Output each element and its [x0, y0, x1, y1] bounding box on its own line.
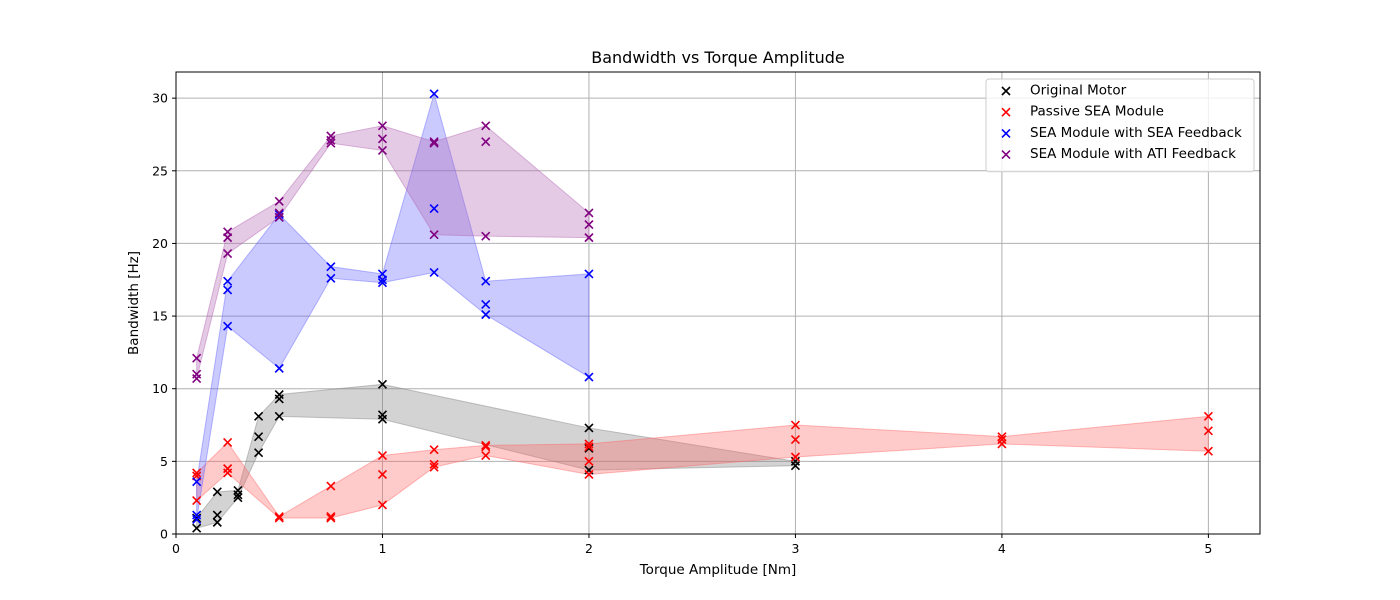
- y-tick-label: 5: [160, 454, 168, 469]
- y-tick-label: 15: [152, 309, 168, 324]
- x-tick-label: 2: [585, 541, 593, 556]
- x-tick-label: 5: [1204, 541, 1212, 556]
- x-tick-label: 0: [172, 541, 180, 556]
- chart-title: Bandwidth vs Torque Amplitude: [591, 48, 845, 67]
- y-tick-label: 30: [152, 91, 168, 106]
- legend: Original Motor Passive SEA Module SEA Modu…: [986, 79, 1254, 172]
- y-tick-label: 10: [152, 381, 168, 396]
- x-axis-label: Torque Amplitude [Nm]: [639, 562, 797, 578]
- legend-label: Original Motor: [1030, 83, 1127, 99]
- legend-label: SEA Module with ATI Feedback: [1030, 146, 1236, 162]
- y-axis-label: Bandwidth [Hz]: [126, 251, 142, 355]
- legend-label: SEA Module with SEA Feedback: [1030, 125, 1242, 141]
- y-tick-label: 25: [152, 163, 168, 178]
- x-tick-label: 4: [998, 541, 1006, 556]
- legend-label: Passive SEA Module: [1030, 104, 1164, 120]
- x-tick-label: 3: [791, 541, 799, 556]
- y-tick-label: 20: [152, 236, 168, 251]
- x-tick-label: 1: [378, 541, 386, 556]
- y-tick-label: 0: [160, 527, 168, 542]
